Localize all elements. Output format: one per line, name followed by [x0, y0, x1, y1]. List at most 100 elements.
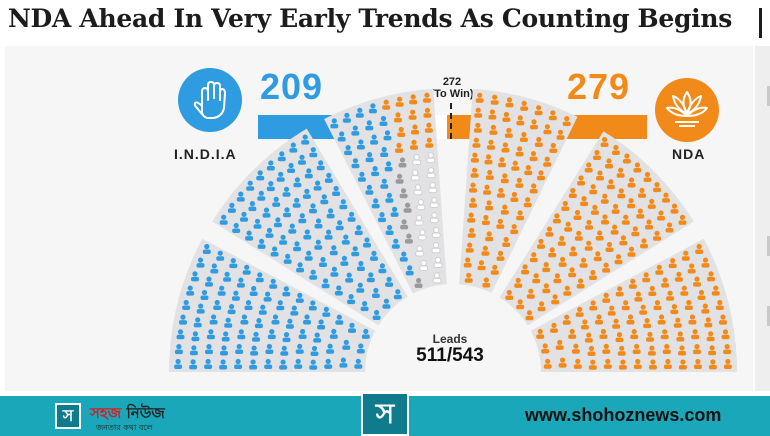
seat-icon — [715, 299, 724, 310]
seat-icon — [701, 257, 710, 268]
seat-icon — [653, 300, 662, 311]
right-edge-strip — [755, 46, 770, 391]
seat-icon — [329, 245, 338, 256]
seat-icon — [589, 184, 598, 195]
seat-icon — [537, 301, 546, 312]
website-url[interactable]: www.shohoznews.com — [525, 405, 722, 425]
center-logo-icon: স — [361, 392, 409, 436]
seat-icon — [221, 331, 230, 342]
seat-icon — [432, 272, 442, 284]
seat-icon — [385, 192, 394, 203]
seat-icon — [391, 238, 400, 249]
seat-icon — [397, 126, 406, 137]
seat-icon — [200, 289, 209, 300]
seat-icon — [408, 109, 417, 120]
seat-icon — [302, 188, 311, 199]
seat-icon — [395, 142, 403, 153]
seat-icon — [615, 332, 624, 343]
seat-icon — [633, 358, 642, 369]
seat-icon — [687, 263, 696, 274]
seat-icon — [342, 112, 351, 123]
seat-icon — [601, 214, 609, 225]
brand-name: সহজ নিউজ — [90, 402, 165, 427]
seat-icon — [543, 156, 552, 167]
seat-icon — [587, 345, 596, 356]
seat-icon — [277, 151, 286, 162]
majority-marker-line — [450, 103, 452, 139]
seat-icon — [477, 260, 486, 271]
seat-icon — [548, 247, 557, 258]
seat-icon — [411, 124, 419, 135]
seat-icon — [561, 200, 570, 211]
seat-icon — [580, 319, 589, 330]
seat-icon — [600, 193, 609, 204]
seat-icon — [428, 182, 438, 194]
seat-icon — [240, 314, 249, 325]
seat-icon — [616, 167, 625, 178]
seat-icon — [721, 329, 730, 340]
seat-icon — [627, 246, 636, 257]
seat-icon — [520, 100, 529, 111]
seat-icon — [404, 233, 413, 244]
seat-icon — [348, 322, 356, 333]
seat-icon — [605, 241, 614, 252]
seat-icon — [678, 214, 687, 225]
seat-icon — [621, 214, 630, 225]
seat-icon — [661, 277, 670, 288]
seat-icon — [575, 306, 584, 317]
seat-icon — [174, 344, 183, 355]
seat-icon — [256, 170, 265, 181]
seat-icon — [235, 343, 244, 354]
seat-icon — [314, 218, 323, 229]
seat-icon — [410, 139, 418, 150]
seat-icon — [382, 99, 391, 110]
seat-icon — [231, 290, 240, 301]
seat-icon — [394, 112, 402, 123]
seat-icon — [549, 142, 558, 153]
seat-icon — [191, 271, 199, 282]
seat-icon — [258, 304, 267, 315]
seat-icon — [537, 238, 545, 249]
brand-tagline: জনতার কথা বলে — [96, 423, 153, 432]
seat-icon — [510, 191, 519, 202]
seat-icon — [553, 273, 562, 284]
seat-icon — [571, 343, 580, 354]
seat-icon — [670, 304, 679, 315]
seat-icon — [573, 358, 582, 369]
seat-icon — [368, 103, 377, 114]
seat-icon — [633, 162, 642, 173]
seat-icon — [429, 212, 439, 224]
seat-icon — [347, 294, 356, 305]
seat-icon — [514, 277, 523, 288]
seat-icon — [357, 171, 366, 182]
seat-icon — [470, 167, 479, 178]
seat-icon — [603, 358, 612, 369]
seat-icon — [287, 162, 296, 173]
seat-icon — [429, 196, 439, 208]
seat-icon — [611, 203, 620, 214]
seat-icon — [688, 314, 697, 325]
seat-icon — [463, 257, 472, 268]
seat-icon — [552, 213, 561, 224]
seat-icon — [264, 358, 273, 369]
seat-icon — [588, 359, 597, 370]
seat-icon — [617, 345, 626, 356]
seat-icon — [606, 179, 615, 190]
seat-icon — [693, 276, 701, 287]
leads-value: 511/543 — [416, 345, 484, 366]
seat-icon — [610, 224, 619, 235]
seat-icon — [487, 139, 495, 150]
seat-icon — [723, 358, 732, 369]
seat-icon — [384, 161, 393, 172]
seat-icon — [253, 218, 262, 229]
seat-icon — [665, 222, 674, 233]
seat-icon — [465, 242, 474, 253]
seat-icon — [415, 245, 425, 257]
seat-icon — [614, 254, 623, 265]
seat-icon — [684, 299, 693, 310]
seat-icon — [196, 303, 205, 314]
seat-icon — [693, 344, 701, 355]
seat-icon — [255, 272, 264, 283]
seat-icon — [502, 111, 511, 122]
